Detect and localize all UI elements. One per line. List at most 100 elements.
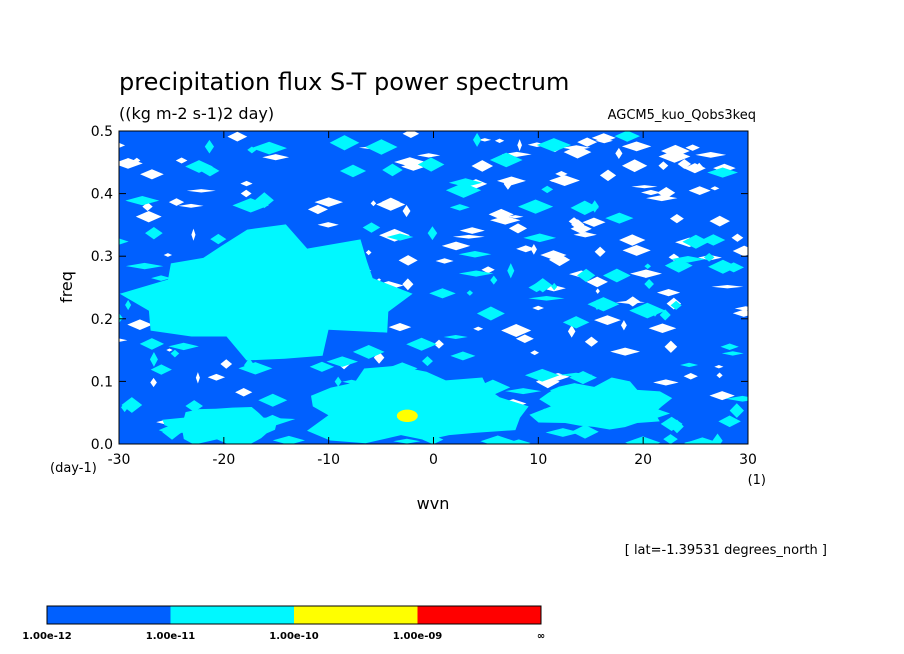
field-speckle-below xyxy=(488,208,514,220)
field-speckle-level xyxy=(466,290,474,296)
field-speckle-below xyxy=(658,161,669,170)
plot-area xyxy=(119,131,748,444)
field-speckle-level xyxy=(506,439,531,444)
field-speckle-below xyxy=(365,249,372,256)
field-speckle-level xyxy=(536,138,572,152)
field-speckle-level xyxy=(571,424,599,439)
field-speckle-below xyxy=(517,139,522,152)
x-tick-label: 0 xyxy=(429,452,438,468)
field-speckle-below xyxy=(507,215,524,219)
field-speckle-level xyxy=(258,393,288,407)
field-speckle-level xyxy=(533,278,553,293)
field-speckle-below xyxy=(586,276,608,288)
field-speckle-level xyxy=(475,379,511,396)
field-speckle-below xyxy=(669,214,684,224)
colorbar-tick-label: 1.00e-11 xyxy=(146,631,196,642)
field-speckle-below xyxy=(142,202,153,212)
field-speckle-below xyxy=(732,309,748,317)
colorbar-swatch xyxy=(294,606,418,624)
field-speckle-level xyxy=(490,275,498,285)
field-speckle-below xyxy=(688,186,711,196)
field-speckle-level xyxy=(721,351,744,356)
field-speckle-level xyxy=(587,297,620,312)
field-speckle-level xyxy=(251,141,287,155)
field-speckle-level xyxy=(339,164,367,178)
field-speckle-level xyxy=(204,139,215,154)
colorbar-swatch xyxy=(170,606,294,624)
field-speckle-level xyxy=(712,433,723,444)
field-speckle-below xyxy=(452,234,485,239)
field-speckle-level xyxy=(505,388,542,395)
field-speckle-below xyxy=(731,233,744,242)
field-speckle-level xyxy=(185,160,213,173)
field-speckle-level xyxy=(703,253,715,262)
field-speckle-level xyxy=(708,259,738,274)
colorbar-swatch xyxy=(417,606,541,624)
field-speckle-level xyxy=(393,438,421,444)
field-speckle-level xyxy=(489,152,523,168)
field-speckle-below xyxy=(119,142,126,148)
field-speckle-below xyxy=(621,159,648,173)
field-speckle-level xyxy=(406,337,437,351)
field-speckle-level xyxy=(210,233,227,245)
field-speckle-level xyxy=(644,278,654,290)
field-speckle-level xyxy=(718,415,741,428)
x-axis-label: wvn xyxy=(417,494,450,513)
field-speckle-level xyxy=(448,178,483,188)
field-speckle-below xyxy=(195,372,200,384)
field-speckle-below xyxy=(685,144,700,151)
colorbar-tick-label: 1.00e-09 xyxy=(393,631,443,642)
field-speckle-level xyxy=(729,403,744,418)
field-speckle-level xyxy=(569,371,597,385)
colorbar: 1.00e-12 1.00e-11 1.00e-10 1.00e-09 ∞ xyxy=(22,605,545,642)
y-axis: 0.0 0.1 0.2 0.3 0.4 0.5 xyxy=(91,124,748,453)
field-speckle-below xyxy=(677,159,692,169)
latitude-annotation: [ lat=-1.39531 degrees_north ] xyxy=(625,543,827,558)
y-axis-label: freq xyxy=(57,271,76,303)
field-speckle-below xyxy=(373,351,385,364)
y-tick-label: 0.3 xyxy=(91,249,113,265)
field-speckle-below xyxy=(695,151,727,158)
field-speckle-below xyxy=(503,177,513,190)
field-speckle-below xyxy=(178,203,204,208)
field-speckle-level xyxy=(725,395,748,402)
field-speckle-below xyxy=(317,222,339,228)
field-region-2 xyxy=(119,224,413,361)
field-speckle-below xyxy=(555,171,568,177)
field-speckle-level xyxy=(517,199,554,214)
field-speckle-below xyxy=(434,339,444,349)
field-speckle-level xyxy=(570,200,599,216)
field-speckle-below xyxy=(402,204,411,218)
field-speckle-level xyxy=(524,368,560,382)
field-speckle-below xyxy=(594,246,606,257)
field-speckle-level xyxy=(562,316,590,329)
field-speckle-below xyxy=(648,323,677,334)
field-speckle-below xyxy=(656,288,681,297)
field-speckle-level xyxy=(670,255,706,263)
field-speckle-level xyxy=(507,263,515,279)
colorbar-end-label: ∞ xyxy=(537,631,545,642)
field-speckle-below xyxy=(570,223,592,234)
field-speckle-level xyxy=(480,435,516,444)
field-speckle-level xyxy=(445,182,482,198)
field-speckle-below xyxy=(732,245,748,257)
field-speckle-below xyxy=(227,131,248,142)
field-speckle-below xyxy=(175,157,188,164)
field-speckle-level xyxy=(528,295,565,301)
field-speckle-level xyxy=(523,233,557,243)
field-speckle-level xyxy=(663,434,678,444)
colorbar-frame xyxy=(46,605,542,625)
units-label: ((kg m-2 s-1)2 day) xyxy=(119,104,274,123)
field-speckle-level xyxy=(458,251,492,258)
field-speckle-below xyxy=(262,154,290,161)
y-tick-label: 0.2 xyxy=(91,312,113,328)
field-speckle-level xyxy=(254,192,274,209)
y-tick-label: 0.4 xyxy=(91,187,113,203)
field-speckle-level xyxy=(125,262,164,270)
field-speckle-below xyxy=(490,215,521,225)
field-speckle-below xyxy=(508,223,528,234)
field-speckle-below xyxy=(550,179,572,184)
field-speckle-level xyxy=(417,157,445,172)
field-speckle-below xyxy=(496,176,526,186)
